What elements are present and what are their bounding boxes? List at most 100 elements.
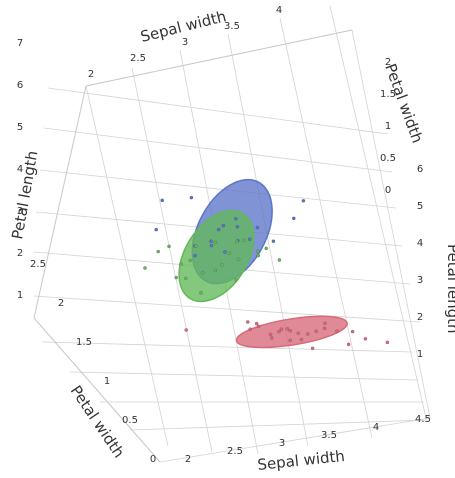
data-point-s2-23[interactable]	[254, 321, 259, 326]
tick-label-petal-length-right-0: 1	[417, 349, 423, 360]
data-point-s2-19[interactable]	[323, 321, 327, 325]
tick-label-sepal-width-top-3: 3.5	[224, 21, 240, 32]
data-point-s1-4[interactable]	[199, 291, 203, 295]
data-point-s0-17[interactable]	[193, 253, 197, 258]
data-point-s0-0[interactable]	[160, 198, 164, 203]
axis-title-petal-length-right: Petal length	[444, 244, 455, 334]
data-point-s2-4[interactable]	[277, 329, 281, 334]
data-point-s0-9[interactable]	[221, 223, 226, 228]
data-point-s1-9[interactable]	[236, 257, 241, 261]
data-point-s2-9[interactable]	[322, 326, 327, 331]
tick-label-sepal-width-top-2: 3	[182, 37, 188, 48]
data-point-s2-13[interactable]	[363, 337, 368, 341]
tick-label-petal-length-left-3: 4	[17, 164, 23, 175]
data-point-s1-10[interactable]	[242, 238, 246, 243]
data-point-s1-14[interactable]	[167, 244, 171, 249]
data-point-s2-1[interactable]	[248, 327, 252, 331]
tick-label-petal-length-left-1: 2	[17, 248, 23, 259]
tick-label-petal-length-left-4: 5	[17, 122, 23, 133]
data-point-s0-6[interactable]	[216, 227, 221, 232]
tick-label-sepal-width-bottom-4: 4	[373, 422, 379, 433]
tick-label-petal-width-left-2: 1	[104, 376, 110, 387]
data-point-s2-15[interactable]	[288, 329, 292, 333]
tick-label-sepal-width-bottom-3: 3.5	[321, 430, 337, 441]
data-point-s2-21[interactable]	[310, 346, 315, 351]
data-point-s1-13[interactable]	[277, 258, 282, 262]
data-point-s0-14[interactable]	[234, 217, 238, 221]
data-point-s1-2[interactable]	[174, 275, 178, 280]
data-point-s0-7[interactable]	[235, 225, 240, 229]
tick-label-petal-width-left-3: 1.5	[76, 337, 92, 348]
tick-label-petal-length-right-1: 2	[417, 312, 423, 323]
tick-label-petal-width-left-4: 2	[58, 298, 64, 309]
data-point-s1-15[interactable]	[188, 258, 192, 263]
data-point-s1-7[interactable]	[213, 240, 218, 245]
data-point-s2-3[interactable]	[268, 332, 273, 337]
data-point-s0-1[interactable]	[189, 195, 194, 200]
data-point-s1-21[interactable]	[184, 276, 188, 281]
data-point-s1-1[interactable]	[156, 249, 160, 254]
data-point-s0-16[interactable]	[154, 227, 158, 232]
data-point-s2-14[interactable]	[385, 340, 390, 345]
data-point-s1-17[interactable]	[235, 239, 239, 244]
tick-label-petal-width-right-1: 0.5	[380, 153, 396, 164]
data-point-s2-18[interactable]	[270, 336, 274, 340]
data-point-s2-12[interactable]	[350, 329, 355, 334]
tick-label-sepal-width-bottom-2: 3	[279, 438, 285, 449]
data-point-s1-16[interactable]	[220, 263, 224, 267]
data-point-s2-11[interactable]	[346, 342, 351, 347]
data-point-s0-2[interactable]	[301, 199, 306, 203]
data-point-s2-8[interactable]	[314, 329, 318, 333]
data-point-s2-16[interactable]	[299, 337, 304, 342]
tick-label-petal-length-left-0: 1	[17, 290, 23, 301]
axis-title-sepal-width-bottom: Sepal width	[257, 447, 346, 474]
data-point-s0-8[interactable]	[255, 225, 260, 230]
tick-label-petal-width-right-2: 1	[385, 121, 391, 132]
data-point-s1-6[interactable]	[213, 268, 218, 273]
data-point-s0-15[interactable]	[271, 239, 276, 243]
tick-label-petal-length-left-2: 3	[17, 206, 23, 217]
data-point-s2-7[interactable]	[306, 332, 310, 336]
data-point-s0-12[interactable]	[209, 239, 213, 243]
tick-label-petal-length-right-3: 4	[417, 238, 423, 249]
tick-label-sepal-width-bottom-0: 2	[185, 454, 191, 465]
data-point-s2-20[interactable]	[279, 327, 284, 331]
tick-label-petal-width-right-3: 1.5	[380, 89, 396, 100]
tick-label-petal-width-right-0: 0	[385, 185, 391, 196]
tick-labels: 22.533.544.522.533.544.5123456712345600.…	[17, 5, 431, 465]
plot-frame	[33, 29, 353, 463]
axis-title-petal-width-left: Petal width	[67, 382, 128, 461]
data-point-s2-5[interactable]	[285, 327, 290, 331]
data-point-s0-3[interactable]	[292, 216, 296, 221]
data-point-s1-18[interactable]	[200, 271, 205, 275]
data-point-s1-20[interactable]	[256, 253, 260, 258]
tick-label-petal-width-left-1: 0.5	[122, 415, 138, 426]
tick-label-petal-width-right-4: 2	[385, 57, 391, 68]
axis-title-petal-length-left: Petal length	[8, 149, 41, 240]
data-point-s1-8[interactable]	[227, 251, 232, 255]
density-ellipse-2	[235, 315, 348, 349]
data-point-s2-0[interactable]	[184, 328, 188, 332]
data-point-s2-10[interactable]	[335, 329, 339, 333]
tick-label-petal-length-right-5: 6	[417, 164, 423, 175]
data-point-s1-11[interactable]	[256, 249, 260, 253]
data-point-s2-2[interactable]	[256, 324, 261, 329]
axis-title-petal-width-right: Petal width	[381, 61, 426, 145]
data-point-s0-4[interactable]	[209, 243, 214, 248]
data-point-s1-0[interactable]	[143, 266, 147, 270]
data-point-s1-12[interactable]	[264, 246, 268, 251]
data-point-s2-22[interactable]	[288, 338, 292, 343]
data-point-s0-13[interactable]	[223, 250, 227, 254]
tick-label-petal-length-left-5: 6	[17, 80, 23, 91]
data-point-s2-17[interactable]	[246, 320, 250, 324]
data-point-s2-6[interactable]	[296, 331, 300, 335]
tick-label-sepal-width-top-0: 2	[88, 69, 94, 80]
tick-label-petal-width-left-5: 2.5	[30, 259, 46, 270]
tick-label-petal-length-right-2: 3	[417, 275, 423, 286]
data-point-s0-10[interactable]	[248, 237, 252, 241]
data-point-s1-19[interactable]	[234, 278, 238, 282]
tick-label-petal-width-left-0: 0	[150, 454, 156, 465]
data-point-s1-3[interactable]	[179, 262, 183, 266]
data-point-s1-5[interactable]	[194, 244, 198, 248]
